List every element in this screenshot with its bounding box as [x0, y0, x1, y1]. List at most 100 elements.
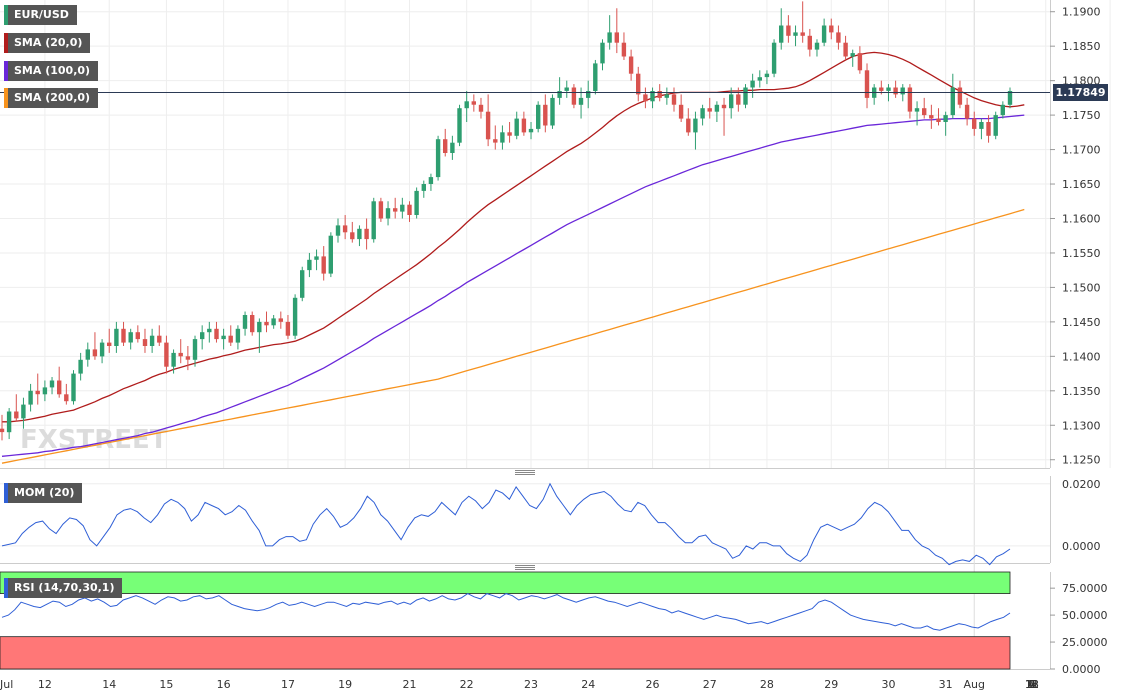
candle-body [664, 94, 669, 98]
instrument-label[interactable]: EUR/USD [4, 5, 77, 25]
sma200-label[interactable]: SMA (200,0) [4, 88, 99, 108]
axes: 1.19001.18501.18001.17501.17001.16501.16… [1050, 6, 1101, 467]
candle-body [149, 335, 155, 346]
candle-body [950, 87, 955, 116]
grid-lines [0, 0, 1111, 670]
candle-body [972, 118, 977, 129]
candle-body [543, 104, 548, 126]
candle-body [821, 25, 827, 43]
candle-body [6, 411, 12, 433]
candle-body [307, 259, 312, 271]
candle-body [800, 32, 805, 36]
candle-body [414, 190, 419, 215]
candle-body [378, 201, 384, 219]
candle-body [729, 94, 734, 109]
y-tick-label: 1.1700 [1062, 144, 1101, 157]
candle-body [35, 390, 40, 395]
candle-body [907, 87, 913, 112]
candle-body [600, 42, 605, 64]
candle-body [986, 122, 991, 136]
candle-body [178, 352, 183, 357]
x-tick-label: 12 [1025, 678, 1039, 691]
mom-tick-label: 0.0200 [1062, 478, 1101, 491]
x-tick-label: 9 [1029, 678, 1036, 691]
candle-body [578, 97, 584, 105]
candle-body [85, 349, 90, 360]
rsi-oversold-zone [0, 636, 1011, 670]
mom-label-text: MOM (20) [14, 486, 75, 499]
candle-body [28, 390, 33, 405]
candle-body [528, 128, 534, 133]
candle-body [300, 270, 305, 298]
y-tick-label: 1.1650 [1062, 178, 1101, 191]
candle-body [607, 32, 612, 43]
x-tick-label: 5 [1029, 678, 1036, 691]
candle-body [564, 87, 569, 91]
candle-body [979, 122, 984, 129]
candle-body [14, 411, 19, 419]
candle-body [92, 349, 98, 357]
candle-body [364, 228, 369, 240]
candle-body [142, 339, 148, 346]
candle-body [686, 118, 691, 133]
candle-body [779, 25, 784, 43]
x-tick-label: 4 [1029, 678, 1036, 691]
candle-body [321, 256, 326, 274]
rsi-line [1, 593, 1011, 631]
rsi-label-text: RSI (14,70,30,1) [14, 581, 115, 594]
y-tick-label: 1.1400 [1062, 350, 1101, 363]
x-tick-label: 14 [102, 678, 116, 691]
candle-body [650, 91, 655, 102]
candle-body [864, 70, 870, 98]
x-tick-label: 24 [581, 678, 595, 691]
sma-200-path [1, 208, 1025, 464]
rsi-tick-label: 50.0000 [1062, 609, 1108, 622]
candle-body [57, 380, 62, 395]
candle-body [936, 118, 941, 122]
candle-body [471, 101, 476, 105]
candle-body [843, 42, 848, 57]
y-tick-label: 1.1600 [1062, 212, 1101, 225]
y-tick-label: 1.1250 [1062, 454, 1101, 467]
candle-body [135, 332, 140, 340]
sma100-label-text: SMA (100,0) [14, 64, 91, 77]
sma20-label[interactable]: SMA (20,0) [4, 33, 91, 53]
candle-body [786, 25, 791, 36]
rsi-label[interactable]: RSI (14,70,30,1) [4, 578, 123, 598]
candle-body [164, 342, 169, 367]
y-tick-label: 1.1300 [1062, 419, 1101, 432]
pane-resize-handle[interactable] [515, 470, 535, 475]
candle-body [514, 118, 519, 136]
candle-body [271, 318, 276, 326]
candle-body [700, 108, 705, 119]
candle-body [743, 87, 748, 105]
x-tick-label: 27 [703, 678, 717, 691]
candle-body [586, 91, 591, 98]
x-tick-label: 30 [881, 678, 895, 691]
candle-body [893, 87, 898, 95]
pane-resize-handle[interactable] [515, 565, 535, 570]
sma20-label-text: SMA (20,0) [14, 36, 83, 49]
candle-body [943, 115, 948, 122]
candle-body [157, 335, 162, 343]
candle-body [807, 35, 812, 50]
candle-body [914, 108, 920, 112]
candle-body [71, 373, 76, 402]
candle-body [350, 232, 355, 240]
candle-body [64, 394, 69, 402]
x-tick-label: 11 [1025, 678, 1039, 691]
candle-body [857, 53, 863, 71]
y-tick-label: 1.1850 [1062, 40, 1101, 53]
mom-label[interactable]: MOM (20) [4, 483, 83, 503]
candle-body [850, 53, 855, 57]
rsi-tick-label: 75.0000 [1062, 582, 1108, 595]
candle-body [550, 97, 555, 126]
candle-body [342, 225, 348, 233]
candle-body [257, 321, 262, 333]
sma100-label[interactable]: SMA (100,0) [4, 61, 99, 81]
x-tick-label: 29 [824, 678, 838, 691]
candle-body [922, 108, 927, 116]
candle-body [450, 142, 455, 153]
x-tick-label: 7 [1029, 678, 1036, 691]
